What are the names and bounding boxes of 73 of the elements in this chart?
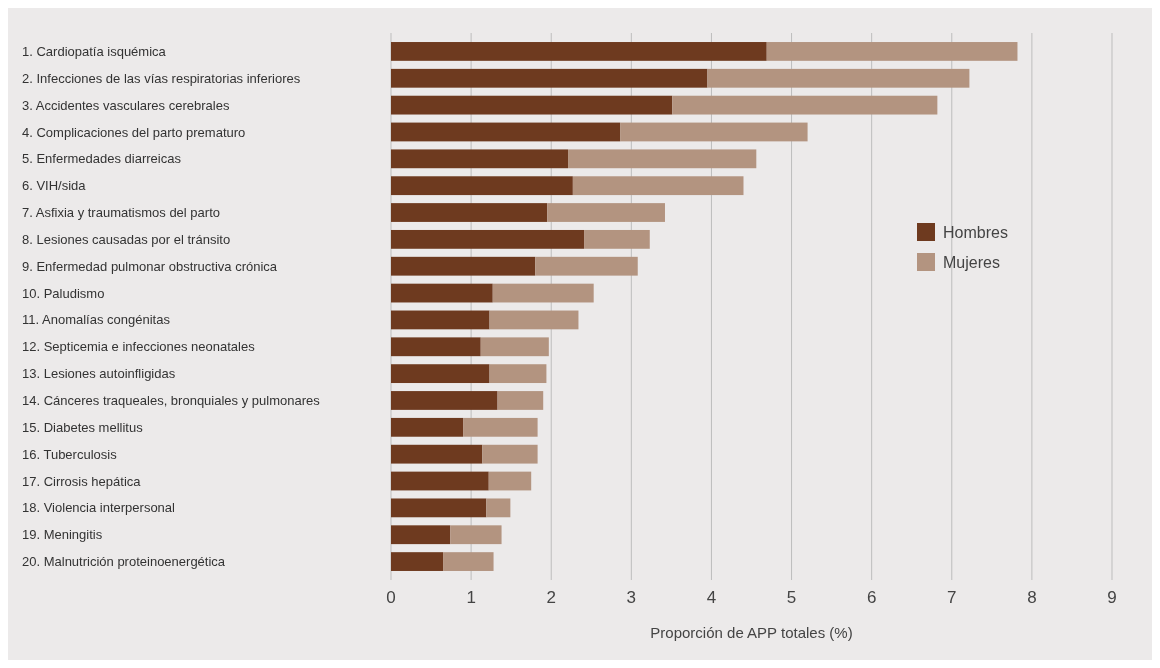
x-tick-label: 7 — [947, 588, 957, 607]
y-tick-label: 18. Violencia interpersonal — [22, 500, 176, 516]
x-axis-title: Proporción de APP totales (%) — [650, 624, 853, 641]
bar — [391, 364, 490, 384]
y-tick-label: 15. Diabetes mellitus — [22, 419, 144, 435]
y-tick-label: 8. Lesiones causadas por el tránsito — [22, 231, 231, 247]
bar — [391, 203, 548, 222]
bar — [391, 176, 573, 196]
bar — [489, 310, 579, 330]
bar — [450, 525, 502, 545]
y-tick-label: 13. Lesiones autoinfligidas — [22, 366, 176, 382]
bar — [391, 498, 487, 518]
bar — [391, 337, 481, 357]
bar — [391, 42, 767, 61]
x-tick-label: 0 — [386, 588, 396, 607]
bar — [391, 68, 708, 88]
y-tick-label: 17. Cirrosis hepática — [22, 473, 142, 489]
bar — [391, 122, 621, 142]
y-tick-label: 20. Malnutrición proteinoenergética — [22, 554, 226, 570]
bar — [492, 283, 594, 303]
bar — [391, 417, 464, 437]
y-tick-label: 19. Meningitis — [22, 527, 103, 543]
bar — [391, 95, 673, 115]
x-tick-label: 9 — [1107, 588, 1117, 607]
y-tick-label: 6. VIH/sida — [22, 178, 87, 194]
x-tick-label: 8 — [1027, 588, 1037, 607]
bar — [391, 149, 569, 169]
y-tick-label: 10. Paludismo — [22, 285, 105, 301]
x-tick-label: 6 — [866, 588, 877, 607]
legend-label: Mujeres — [943, 253, 1000, 271]
y-tick-label: 2. Infecciones de las vías respiratorias inferiores — [22, 70, 301, 86]
bar — [547, 203, 665, 222]
bar — [463, 417, 538, 437]
bar — [572, 176, 744, 196]
bar — [707, 68, 970, 88]
bar — [486, 498, 511, 518]
bar — [391, 310, 490, 330]
bar — [391, 256, 536, 276]
bar — [672, 95, 938, 115]
bar — [584, 229, 650, 249]
bar — [391, 283, 493, 303]
y-tick-label: 12. Septicemia e infecciones neonatales — [22, 339, 256, 355]
bar — [391, 525, 451, 545]
y-tick-label: 1. Cardiopatía isquémica — [22, 43, 167, 59]
bar — [489, 364, 547, 384]
bar — [391, 229, 585, 249]
x-tick-label: 5 — [786, 588, 797, 607]
bar — [482, 444, 538, 464]
y-tick-label: 14. Cánceres traqueales, bronquiales y pulmonares — [22, 393, 321, 409]
bar — [391, 552, 444, 571]
bar — [535, 256, 638, 276]
y-tick-label: 4. Complicaciones del parto prematuro — [22, 124, 246, 140]
y-tick-label: 11. Anomalías congénitas — [22, 312, 171, 328]
x-tick-label: 4 — [706, 588, 717, 607]
bar — [568, 149, 757, 169]
bar — [488, 471, 532, 491]
y-tick-label: 16. Tuberculosis — [22, 446, 118, 462]
y-tick-label: 9. Enfermedad pulmonar obstructiva crónica — [22, 258, 278, 274]
bar — [391, 444, 483, 464]
bar — [391, 471, 489, 491]
bar — [391, 391, 498, 410]
bar — [766, 42, 1018, 61]
bar — [620, 122, 808, 142]
x-tick-label: 3 — [626, 588, 637, 607]
legend-label: Hombres — [943, 223, 1008, 241]
bar — [480, 337, 549, 357]
bar — [497, 391, 544, 410]
x-tick-label: 1 — [466, 588, 476, 607]
x-tick-label: 2 — [546, 588, 556, 607]
y-tick-label: 3. Accidentes vasculares cerebrales — [22, 97, 230, 113]
y-tick-label: 5. Enfermedades diarreicas — [22, 151, 182, 167]
y-tick-label: 7. Asfixia y traumatismos del parto — [22, 205, 220, 221]
bar — [443, 552, 494, 571]
